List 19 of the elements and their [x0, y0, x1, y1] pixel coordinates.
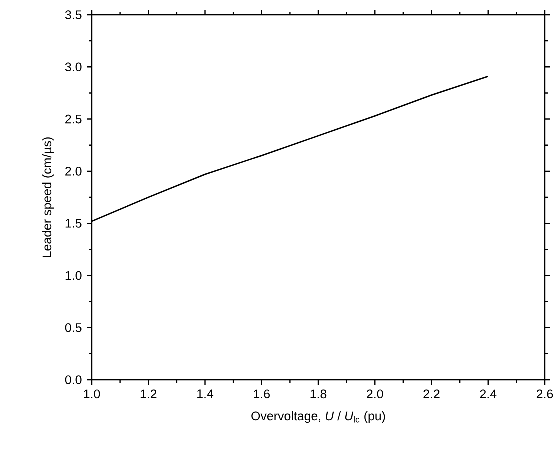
x-tick-label: 2.0 — [367, 390, 384, 399]
y-tick-label: 2.0 — [66, 167, 82, 176]
x-tick-label: 2.4 — [480, 390, 497, 398]
x-tick-label: 2.2 — [424, 390, 440, 398]
y-tick-label: 1.0 — [66, 271, 82, 280]
y-tick-label: 1.5 — [66, 219, 82, 228]
x-tick-label: 1.6 — [254, 390, 270, 399]
x-tick-label: 1.8 — [310, 390, 327, 399]
x-tick-label: 2.6 — [536, 390, 554, 399]
y-tick-label: 3.0 — [65, 62, 82, 72]
y-axis-title: Leader speed (cm/µs) — [42, 138, 54, 258]
x-tick-label: 1.4 — [198, 390, 214, 398]
y-tick-label: 0.5 — [65, 323, 82, 332]
x-tick-label: 1.2 — [140, 390, 157, 398]
y-tick-label: 0.0 — [65, 376, 82, 384]
x-axis-title: Overvoltage, U / U$_{lc}$ (pu) — [252, 411, 386, 424]
x-tick-label: 1.0 — [84, 390, 100, 399]
y-tick-label: 3.5 — [65, 10, 82, 20]
y-tick-label: 2.5 — [66, 114, 82, 124]
